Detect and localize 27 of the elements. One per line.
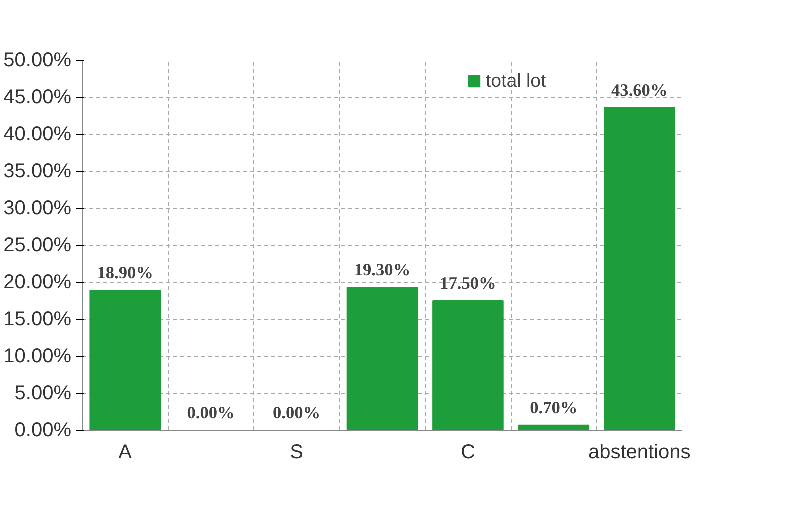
y-tick-label: 10.00% [4,346,72,368]
bar [432,300,504,430]
y-tick-label: 50.00% [4,50,72,72]
y-tick-label: 45.00% [4,86,72,108]
y-tick-label: 35.00% [4,160,72,182]
y-tick-label: 25.00% [4,234,72,256]
y-tick-label: 20.00% [4,272,72,294]
legend-label: total lot [486,70,546,92]
x-tick-label: C [460,442,476,464]
bar [346,287,418,430]
y-tick-label: 5.00% [14,382,72,404]
text: 0.00% [272,404,321,422]
x-tick-label: A [118,442,133,464]
text: 18.90% [97,264,154,283]
y-tick-label: 15.00% [4,308,72,330]
x-tick-label: S [290,442,304,464]
text: 0.70% [530,398,578,418]
text: 19.30% [354,260,411,280]
text: 0.00% [187,404,235,422]
y-tick-label: 40.00% [4,124,72,146]
x-tick-label: abstentions [588,442,691,464]
text: 43.60% [611,80,668,100]
y-tick-label: 0.00% [14,420,72,442]
bar [90,290,161,430]
text: 17.50% [440,274,496,293]
y-tick-label: 30.00% [4,198,72,220]
bar [604,107,676,430]
